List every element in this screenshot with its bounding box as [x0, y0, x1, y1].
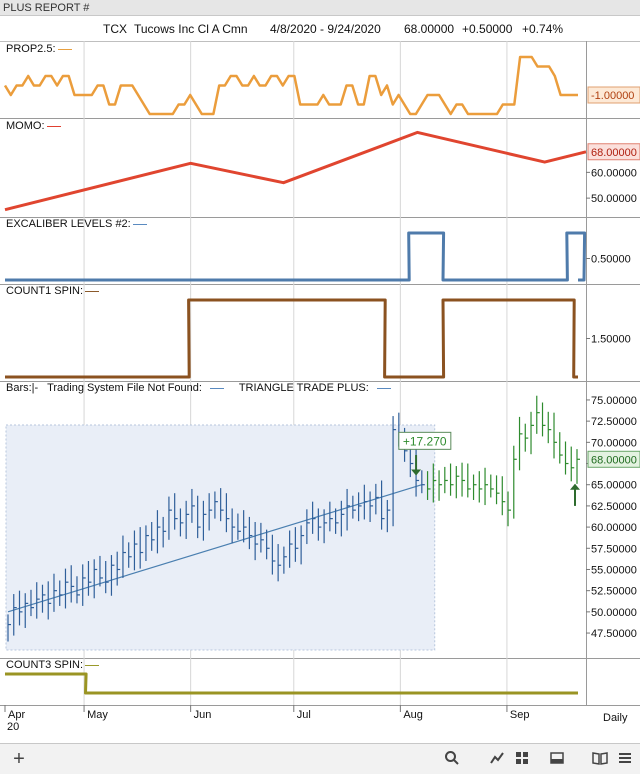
count1-series-line — [5, 298, 578, 379]
gain-annotation: +17.270 — [403, 434, 447, 448]
symbol: TCX — [103, 22, 127, 36]
price-tick-label: 47.50000 — [591, 628, 637, 640]
symbol-header: TCX Tucows Inc Cl A Cmn 4/8/2020 - 9/24/… — [0, 17, 640, 42]
price-value-tag-bg — [587, 450, 640, 468]
momo-value-tag: 68.00000 — [591, 147, 637, 159]
momo-tick-label: 60.00000 — [591, 167, 637, 179]
price-tick-label: 57.50000 — [591, 543, 637, 555]
date-range: 4/8/2020 - 9/24/2020 — [270, 22, 381, 36]
bottom-toolbar: + — [0, 743, 640, 774]
prop-series-line — [3, 55, 578, 116]
price-change: +0.50000 — [462, 22, 513, 36]
bars-type-label: Bars:|- — [6, 382, 39, 394]
excal-series-line — [5, 231, 587, 282]
month-label-jun: Jun — [194, 709, 212, 721]
momo-series-line — [4, 130, 587, 212]
excal-tick-label: 0.50000 — [591, 254, 631, 266]
price-tick-label: 62.50000 — [591, 501, 637, 513]
price-value-tag: 68.00000 — [591, 454, 637, 466]
prop-value-tag: -1.00000 — [591, 90, 634, 102]
add-icon[interactable]: + — [13, 748, 25, 770]
count3-label: COUNT3 SPIN: — [6, 659, 100, 671]
menu-icon[interactable] — [616, 750, 634, 768]
year-label: 20 — [7, 721, 19, 733]
price-tick-label: 70.00000 — [591, 437, 637, 449]
chart-canvas[interactable]: +17.270 Apr May Jun Jul Aug Sep 20 -1.00000 60.0… — [0, 41, 640, 743]
price-tick-label: 65.00000 — [591, 480, 637, 492]
last-price: 68.00000 — [404, 22, 455, 36]
panel-icon[interactable] — [548, 750, 566, 768]
prop-value-tag-bg — [587, 86, 640, 104]
trade-highlight — [5, 424, 436, 651]
momo-tick-label: 50.00000 — [591, 193, 637, 205]
grid — [0, 41, 640, 706]
price-tick-label: 75.00000 — [591, 395, 637, 407]
count1-tick-label: 1.50000 — [591, 334, 631, 346]
price-tick-label: 55.00000 — [591, 564, 637, 576]
line-chart-icon[interactable] — [488, 750, 506, 768]
buy-arrow-head-icon — [570, 483, 580, 490]
month-label-may: May — [87, 709, 108, 721]
axes: Apr May Jun Jul Aug Sep 20 -1.00000 60.00000 50.0… — [4, 86, 640, 733]
window-title: PLUS REPORT # — [0, 0, 640, 16]
book-icon[interactable] — [591, 750, 609, 768]
month-label-apr: Apr — [8, 709, 25, 721]
momo-value-tag-bg — [587, 143, 640, 161]
month-label-sep: Sep — [510, 709, 530, 721]
search-icon[interactable] — [443, 750, 461, 768]
company-name: Tucows Inc Cl A Cmn — [134, 22, 248, 36]
month-label-aug: Aug — [403, 709, 423, 721]
grid-icon[interactable] — [513, 750, 531, 768]
price-change-pct: +0.74% — [522, 22, 564, 36]
prop-label: PROP2.5: — [6, 43, 72, 55]
gain-annotation-bg — [398, 431, 452, 450]
system-label: Trading System File Not Found: — [47, 382, 230, 394]
momo-label: MOMO: — [6, 120, 61, 132]
price-tick-label: 50.00000 — [591, 607, 637, 619]
count1-label: COUNT1 SPIN: — [6, 285, 100, 297]
month-label-jul: Jul — [297, 709, 311, 721]
bars-label: Bars:|- Trading System File Not Found: T… — [6, 382, 403, 394]
price-tick-label: 72.50000 — [591, 416, 637, 428]
count3-series-line — [5, 672, 578, 695]
excal-label: EXCALIBER LEVELS #2: — [6, 218, 147, 230]
sell-arrow-head-icon — [411, 469, 422, 476]
price-tick-label: 60.00000 — [591, 522, 637, 534]
price-tick-label: 52.50000 — [591, 586, 637, 598]
triangle-label: TRIANGLE TRADE PLUS: — [239, 382, 397, 394]
plots: +17.270 — [3, 55, 587, 695]
period-label[interactable]: Daily — [603, 712, 628, 724]
